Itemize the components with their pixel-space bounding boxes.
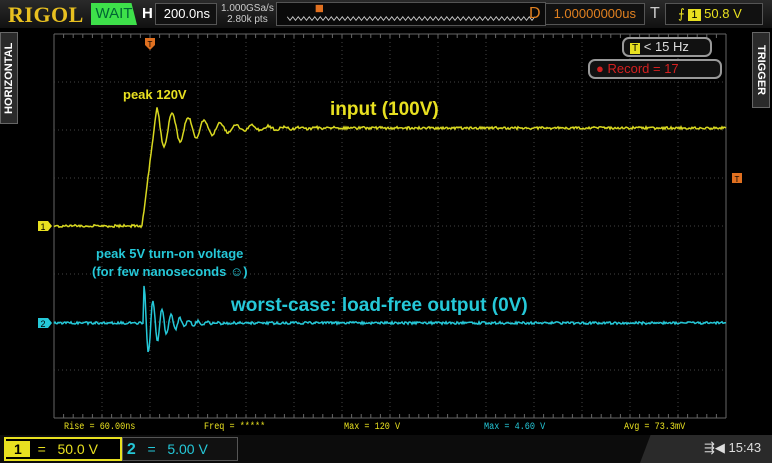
record-dot-icon: ●	[596, 61, 604, 76]
trigger-frequency: < 15 Hz	[644, 39, 689, 54]
svg-text:2: 2	[40, 319, 45, 329]
record-count: Record = 17	[607, 61, 678, 76]
svg-text:1: 1	[40, 222, 45, 232]
channel-2-scale: 5.00 V	[167, 441, 207, 457]
clock: 15:43	[729, 440, 762, 455]
measurement-rise: Rise = 60.00ns	[64, 422, 135, 433]
ch2-peak-annotation-line1: peak 5V turn-on voltage	[96, 246, 243, 261]
trigger-frequency-pill: T < 15 Hz	[622, 37, 712, 57]
measurement-max-ch2: Max = 4.60 V	[484, 422, 545, 433]
trigger-time-marker: T	[145, 38, 155, 50]
svg-text:T: T	[148, 40, 153, 49]
record-pill[interactable]: ● Record = 17	[588, 59, 722, 79]
channel-1-number: 1	[6, 441, 30, 457]
measurement-avg: Avg = 73.3mV	[624, 422, 685, 433]
channel-2-number: 2	[127, 441, 136, 458]
channel-1-coupling: =	[38, 441, 46, 457]
channel-1-marker: 1	[38, 221, 52, 232]
channel-2-coupling: =	[147, 441, 155, 457]
measurement-freq: Freq = *****	[204, 422, 265, 433]
channel-1-trace	[54, 107, 726, 227]
ch2-peak-annotation-line2: (for few nanoseconds ☺)	[92, 264, 248, 279]
usb-icon[interactable]: ⇶	[704, 440, 715, 455]
trigger-icon: T	[630, 43, 640, 54]
measurement-max-ch1: Max = 120 V	[344, 422, 400, 433]
channel-2-marker: 2	[38, 318, 52, 329]
channel-1-scale: 50.0 V	[57, 441, 97, 457]
ch2-label-annotation: worst-case: load-free output (0V)	[231, 295, 528, 317]
trigger-level-marker: T	[732, 173, 742, 184]
ch1-peak-annotation: peak 120V	[123, 87, 187, 102]
status-icons: ⇶◀ 15:43	[704, 440, 761, 456]
channel-2-settings[interactable]: 2 = 5.00 V	[122, 437, 238, 461]
svg-text:T: T	[735, 175, 740, 184]
channel-1-settings[interactable]: 1 = 50.0 V	[4, 437, 122, 461]
ch1-label-annotation: input (100V)	[330, 99, 439, 121]
speaker-icon[interactable]: ◀	[715, 440, 725, 455]
